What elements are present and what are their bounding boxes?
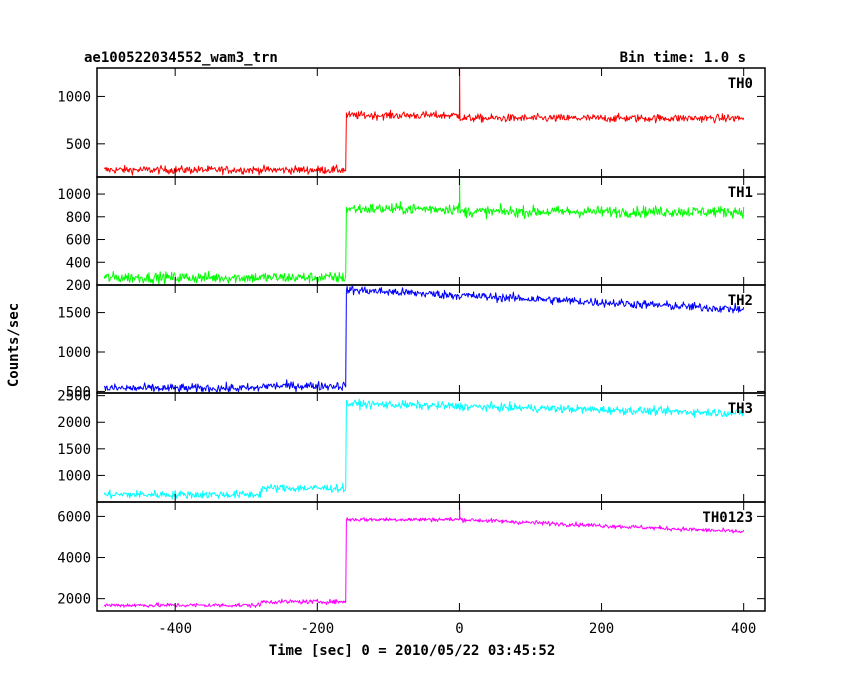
y-tick-label: 6000 bbox=[57, 509, 91, 525]
y-tick-label: 200 bbox=[66, 278, 91, 294]
y-tick-label: 1500 bbox=[57, 442, 91, 458]
bin-time-label: Bin time: 1.0 s bbox=[620, 50, 746, 66]
panel-th0: 500 1000 TH0 bbox=[57, 67, 766, 178]
panel-th2: 500 1000 1500 TH2 bbox=[57, 284, 766, 400]
panel-frame bbox=[96, 284, 766, 394]
y-tick-label: 2000 bbox=[57, 592, 91, 608]
chart-title: ae100522034552_wam3_trn bbox=[84, 50, 278, 66]
x-tick-label: 200 bbox=[589, 621, 614, 637]
series-th1-line bbox=[103, 177, 745, 285]
panel-label: TH3 bbox=[728, 401, 753, 417]
panel-frame bbox=[96, 501, 766, 612]
y-tick-label: 500 bbox=[66, 384, 91, 400]
y-tick-label: 2000 bbox=[57, 415, 91, 431]
panel-frame bbox=[96, 67, 766, 178]
series-th0123-line bbox=[103, 504, 745, 608]
y-tick-label: 1000 bbox=[57, 468, 91, 484]
y-tick-label: 800 bbox=[66, 210, 91, 226]
panels-group: 500 1000 TH0 200 400 600 800 1000 TH1 500 1000 1500… bbox=[57, 67, 766, 637]
y-axis-label: Counts/sec bbox=[6, 303, 22, 387]
x-tick-label: -400 bbox=[158, 621, 192, 637]
y-tick-label: 1000 bbox=[57, 345, 91, 361]
panel-frame bbox=[96, 392, 766, 503]
series-th2-line bbox=[103, 285, 745, 393]
panel-th1: 200 400 600 800 1000 TH1 bbox=[57, 176, 766, 294]
panel-label: TH1 bbox=[728, 185, 753, 201]
panel-label: TH0 bbox=[728, 76, 753, 92]
x-axis-label: Time [sec] 0 = 2010/05/22 03:45:52 bbox=[269, 643, 556, 659]
x-tick-label: 0 bbox=[455, 621, 463, 637]
panel-label: TH0123 bbox=[702, 510, 753, 526]
y-tick-label: 600 bbox=[66, 233, 91, 249]
y-tick-label: 1000 bbox=[57, 187, 91, 203]
series-th3-line bbox=[103, 398, 745, 500]
panel-label: TH2 bbox=[728, 293, 753, 309]
panel-th3: 1000 1500 2000 2500 TH3 bbox=[57, 389, 766, 503]
y-tick-label: 4000 bbox=[57, 551, 91, 567]
x-tick-label: 400 bbox=[731, 621, 756, 637]
y-tick-label: 500 bbox=[66, 137, 91, 153]
x-tick-label: -200 bbox=[300, 621, 334, 637]
series-th0-line bbox=[103, 68, 745, 176]
panel-frame bbox=[96, 176, 766, 286]
y-tick-label: 2500 bbox=[57, 389, 91, 405]
y-tick-label: 400 bbox=[66, 255, 91, 271]
y-tick-label: 1500 bbox=[57, 306, 91, 322]
y-tick-label: 1000 bbox=[57, 89, 91, 105]
panel-th0123: 2000 4000 6000 TH0123 bbox=[57, 501, 766, 612]
